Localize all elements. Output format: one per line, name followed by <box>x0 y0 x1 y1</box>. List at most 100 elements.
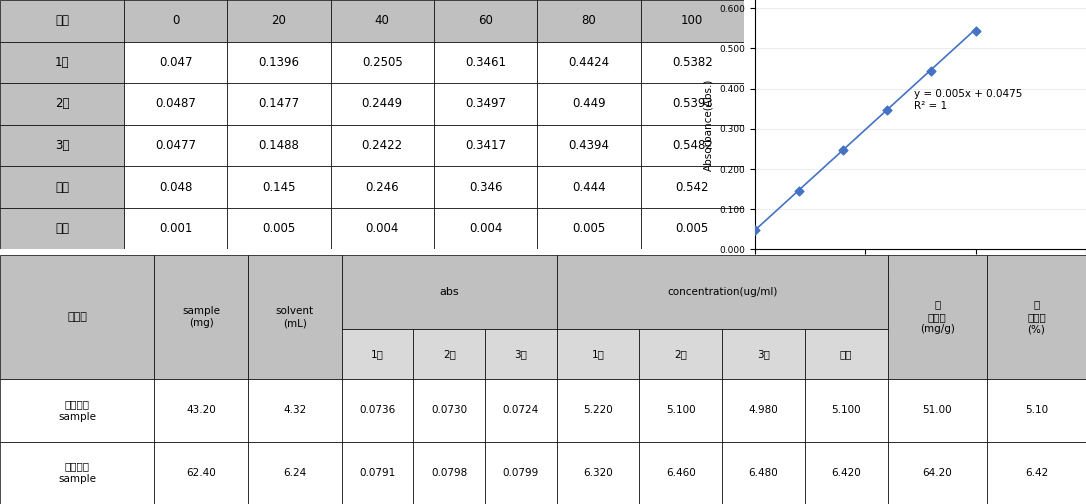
Point <box>746 226 763 234</box>
FancyBboxPatch shape <box>538 83 641 125</box>
Text: 0: 0 <box>172 14 179 27</box>
Text: 6.460: 6.460 <box>666 468 696 478</box>
FancyBboxPatch shape <box>987 442 1086 504</box>
Text: 0.0798: 0.0798 <box>431 468 467 478</box>
Text: 4.980: 4.980 <box>748 405 779 415</box>
FancyBboxPatch shape <box>485 380 557 442</box>
FancyBboxPatch shape <box>538 208 641 249</box>
FancyBboxPatch shape <box>0 166 124 208</box>
Text: 3차: 3차 <box>757 349 770 359</box>
Text: 0.3417: 0.3417 <box>465 139 506 152</box>
FancyBboxPatch shape <box>641 83 744 125</box>
Text: 0.0724: 0.0724 <box>503 405 539 415</box>
Text: 평균: 평균 <box>55 180 70 194</box>
FancyBboxPatch shape <box>227 0 330 42</box>
FancyBboxPatch shape <box>342 442 414 504</box>
X-axis label: concentration(ug/mL): concentration(ug/mL) <box>857 274 984 284</box>
Text: 6.480: 6.480 <box>748 468 779 478</box>
FancyBboxPatch shape <box>414 380 485 442</box>
FancyBboxPatch shape <box>485 330 557 380</box>
FancyBboxPatch shape <box>557 330 640 380</box>
Text: 5.220: 5.220 <box>583 405 613 415</box>
Text: 3차: 3차 <box>54 139 70 152</box>
Text: 동결건조
sample: 동결건조 sample <box>59 399 97 422</box>
Text: 0.004: 0.004 <box>366 222 399 235</box>
Text: 3차: 3차 <box>515 349 528 359</box>
FancyBboxPatch shape <box>342 255 557 330</box>
Text: 1차: 1차 <box>592 349 605 359</box>
FancyBboxPatch shape <box>538 0 641 42</box>
FancyBboxPatch shape <box>330 166 434 208</box>
Text: abs: abs <box>440 287 459 297</box>
Text: 2차: 2차 <box>54 97 70 110</box>
FancyBboxPatch shape <box>434 166 538 208</box>
FancyBboxPatch shape <box>538 166 641 208</box>
Text: 51.00: 51.00 <box>922 405 952 415</box>
Text: 0.3461: 0.3461 <box>465 56 506 69</box>
Text: 0.3497: 0.3497 <box>465 97 506 110</box>
Text: 0.5482: 0.5482 <box>672 139 712 152</box>
FancyBboxPatch shape <box>722 380 805 442</box>
Text: 켝
당함량
(%): 켝 당함량 (%) <box>1027 299 1046 334</box>
FancyBboxPatch shape <box>0 380 154 442</box>
FancyBboxPatch shape <box>330 208 434 249</box>
FancyBboxPatch shape <box>342 330 414 380</box>
FancyBboxPatch shape <box>805 442 887 504</box>
FancyBboxPatch shape <box>124 0 227 42</box>
Text: 0.005: 0.005 <box>675 222 709 235</box>
Text: 편차: 편차 <box>55 222 70 235</box>
Text: 5.10: 5.10 <box>1025 405 1048 415</box>
FancyBboxPatch shape <box>641 125 744 166</box>
FancyBboxPatch shape <box>987 380 1086 442</box>
Text: 0.2422: 0.2422 <box>362 139 403 152</box>
Text: 0.0791: 0.0791 <box>359 468 395 478</box>
Point <box>834 147 851 155</box>
FancyBboxPatch shape <box>330 125 434 166</box>
FancyBboxPatch shape <box>887 442 987 504</box>
FancyBboxPatch shape <box>248 442 342 504</box>
Text: 40: 40 <box>375 14 390 27</box>
Text: 80: 80 <box>582 14 596 27</box>
FancyBboxPatch shape <box>0 83 124 125</box>
Y-axis label: Absorbance(Abs.): Absorbance(Abs.) <box>704 79 714 171</box>
FancyBboxPatch shape <box>722 330 805 380</box>
Text: 2차: 2차 <box>443 349 456 359</box>
FancyBboxPatch shape <box>330 0 434 42</box>
Text: 0.5382: 0.5382 <box>672 56 712 69</box>
FancyBboxPatch shape <box>0 0 124 42</box>
FancyBboxPatch shape <box>154 442 248 504</box>
FancyBboxPatch shape <box>0 42 124 83</box>
FancyBboxPatch shape <box>124 83 227 125</box>
Text: 0.5393: 0.5393 <box>672 97 712 110</box>
Text: 0.542: 0.542 <box>675 180 709 194</box>
FancyBboxPatch shape <box>414 330 485 380</box>
Text: 0.0487: 0.0487 <box>155 97 197 110</box>
FancyBboxPatch shape <box>227 83 330 125</box>
Text: 0.1396: 0.1396 <box>258 56 300 69</box>
FancyBboxPatch shape <box>434 83 538 125</box>
Text: 1차: 1차 <box>54 56 70 69</box>
Text: 100: 100 <box>681 14 704 27</box>
Text: 64.20: 64.20 <box>922 468 952 478</box>
FancyBboxPatch shape <box>722 442 805 504</box>
Text: 6.24: 6.24 <box>283 468 306 478</box>
Text: 0.047: 0.047 <box>159 56 192 69</box>
Text: 0.004: 0.004 <box>469 222 503 235</box>
Text: concentration(ug/ml): concentration(ug/ml) <box>667 287 778 297</box>
Text: 0.4424: 0.4424 <box>568 56 609 69</box>
Text: 2차: 2차 <box>674 349 687 359</box>
Text: 켝
당함량
(mg/g): 켝 당함량 (mg/g) <box>920 299 955 334</box>
Text: solvent
(mL): solvent (mL) <box>276 306 314 328</box>
Text: 5.100: 5.100 <box>832 405 861 415</box>
Text: 시료명: 시료명 <box>67 312 87 322</box>
Text: 0.1488: 0.1488 <box>258 139 300 152</box>
Text: 0.145: 0.145 <box>262 180 295 194</box>
Text: 0.0730: 0.0730 <box>431 405 467 415</box>
FancyBboxPatch shape <box>227 42 330 83</box>
Text: 4.32: 4.32 <box>283 405 306 415</box>
Text: 0.048: 0.048 <box>159 180 192 194</box>
Text: 0.1477: 0.1477 <box>258 97 300 110</box>
FancyBboxPatch shape <box>124 125 227 166</box>
Text: 0.0799: 0.0799 <box>503 468 539 478</box>
Point <box>923 67 940 75</box>
